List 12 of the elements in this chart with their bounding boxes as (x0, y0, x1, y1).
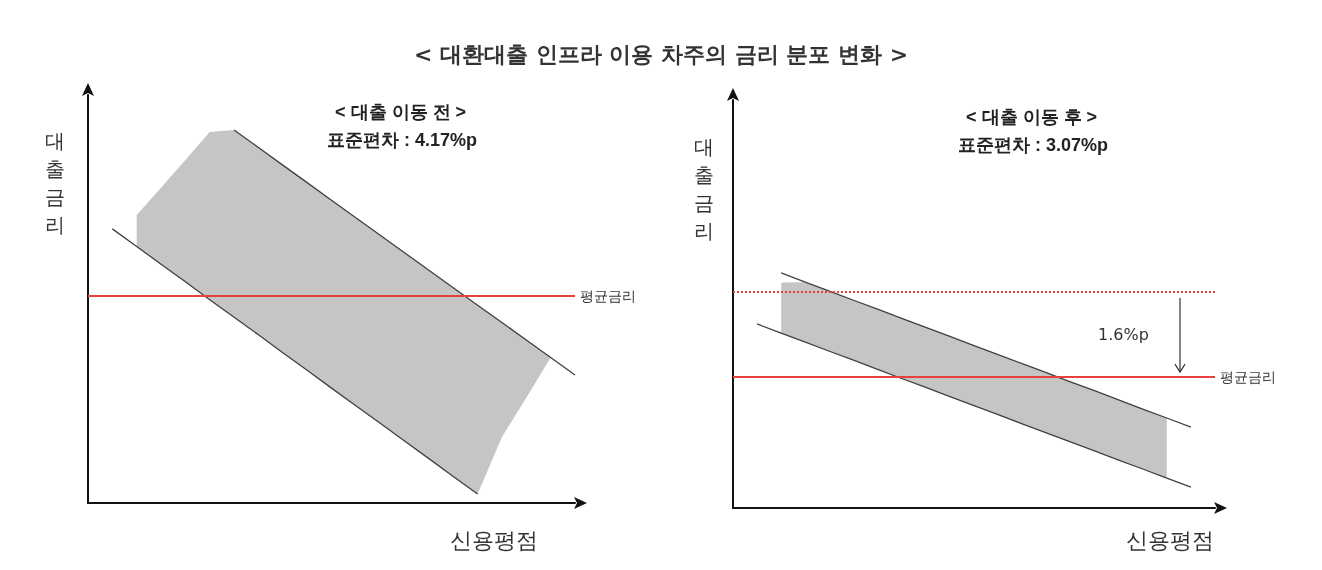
y-axis-title: 대출금리 (45, 130, 65, 236)
text: 표준편차 : 3.07%p (958, 135, 1109, 155)
text: < 대환대출 인프라 이용 차주의 금리 분포 변화 > (412, 41, 910, 69)
annotation: 표준편차 : 4.17%p (327, 130, 478, 150)
chart-subtitle: < 대출 이동 후 > (966, 107, 1098, 127)
annotation: 1.6%p (1098, 324, 1149, 344)
y-axis-title: 대출금리 (694, 136, 714, 242)
x-axis-title: 신용평점 (450, 527, 538, 553)
ref-line-label: 평균금리 (580, 288, 636, 305)
chart-subtitle: < 대출 이동 전 > (335, 102, 467, 122)
ref-line-label: 평균금리 (1220, 369, 1276, 386)
x-axis-title: 신용평점 (1126, 527, 1214, 553)
